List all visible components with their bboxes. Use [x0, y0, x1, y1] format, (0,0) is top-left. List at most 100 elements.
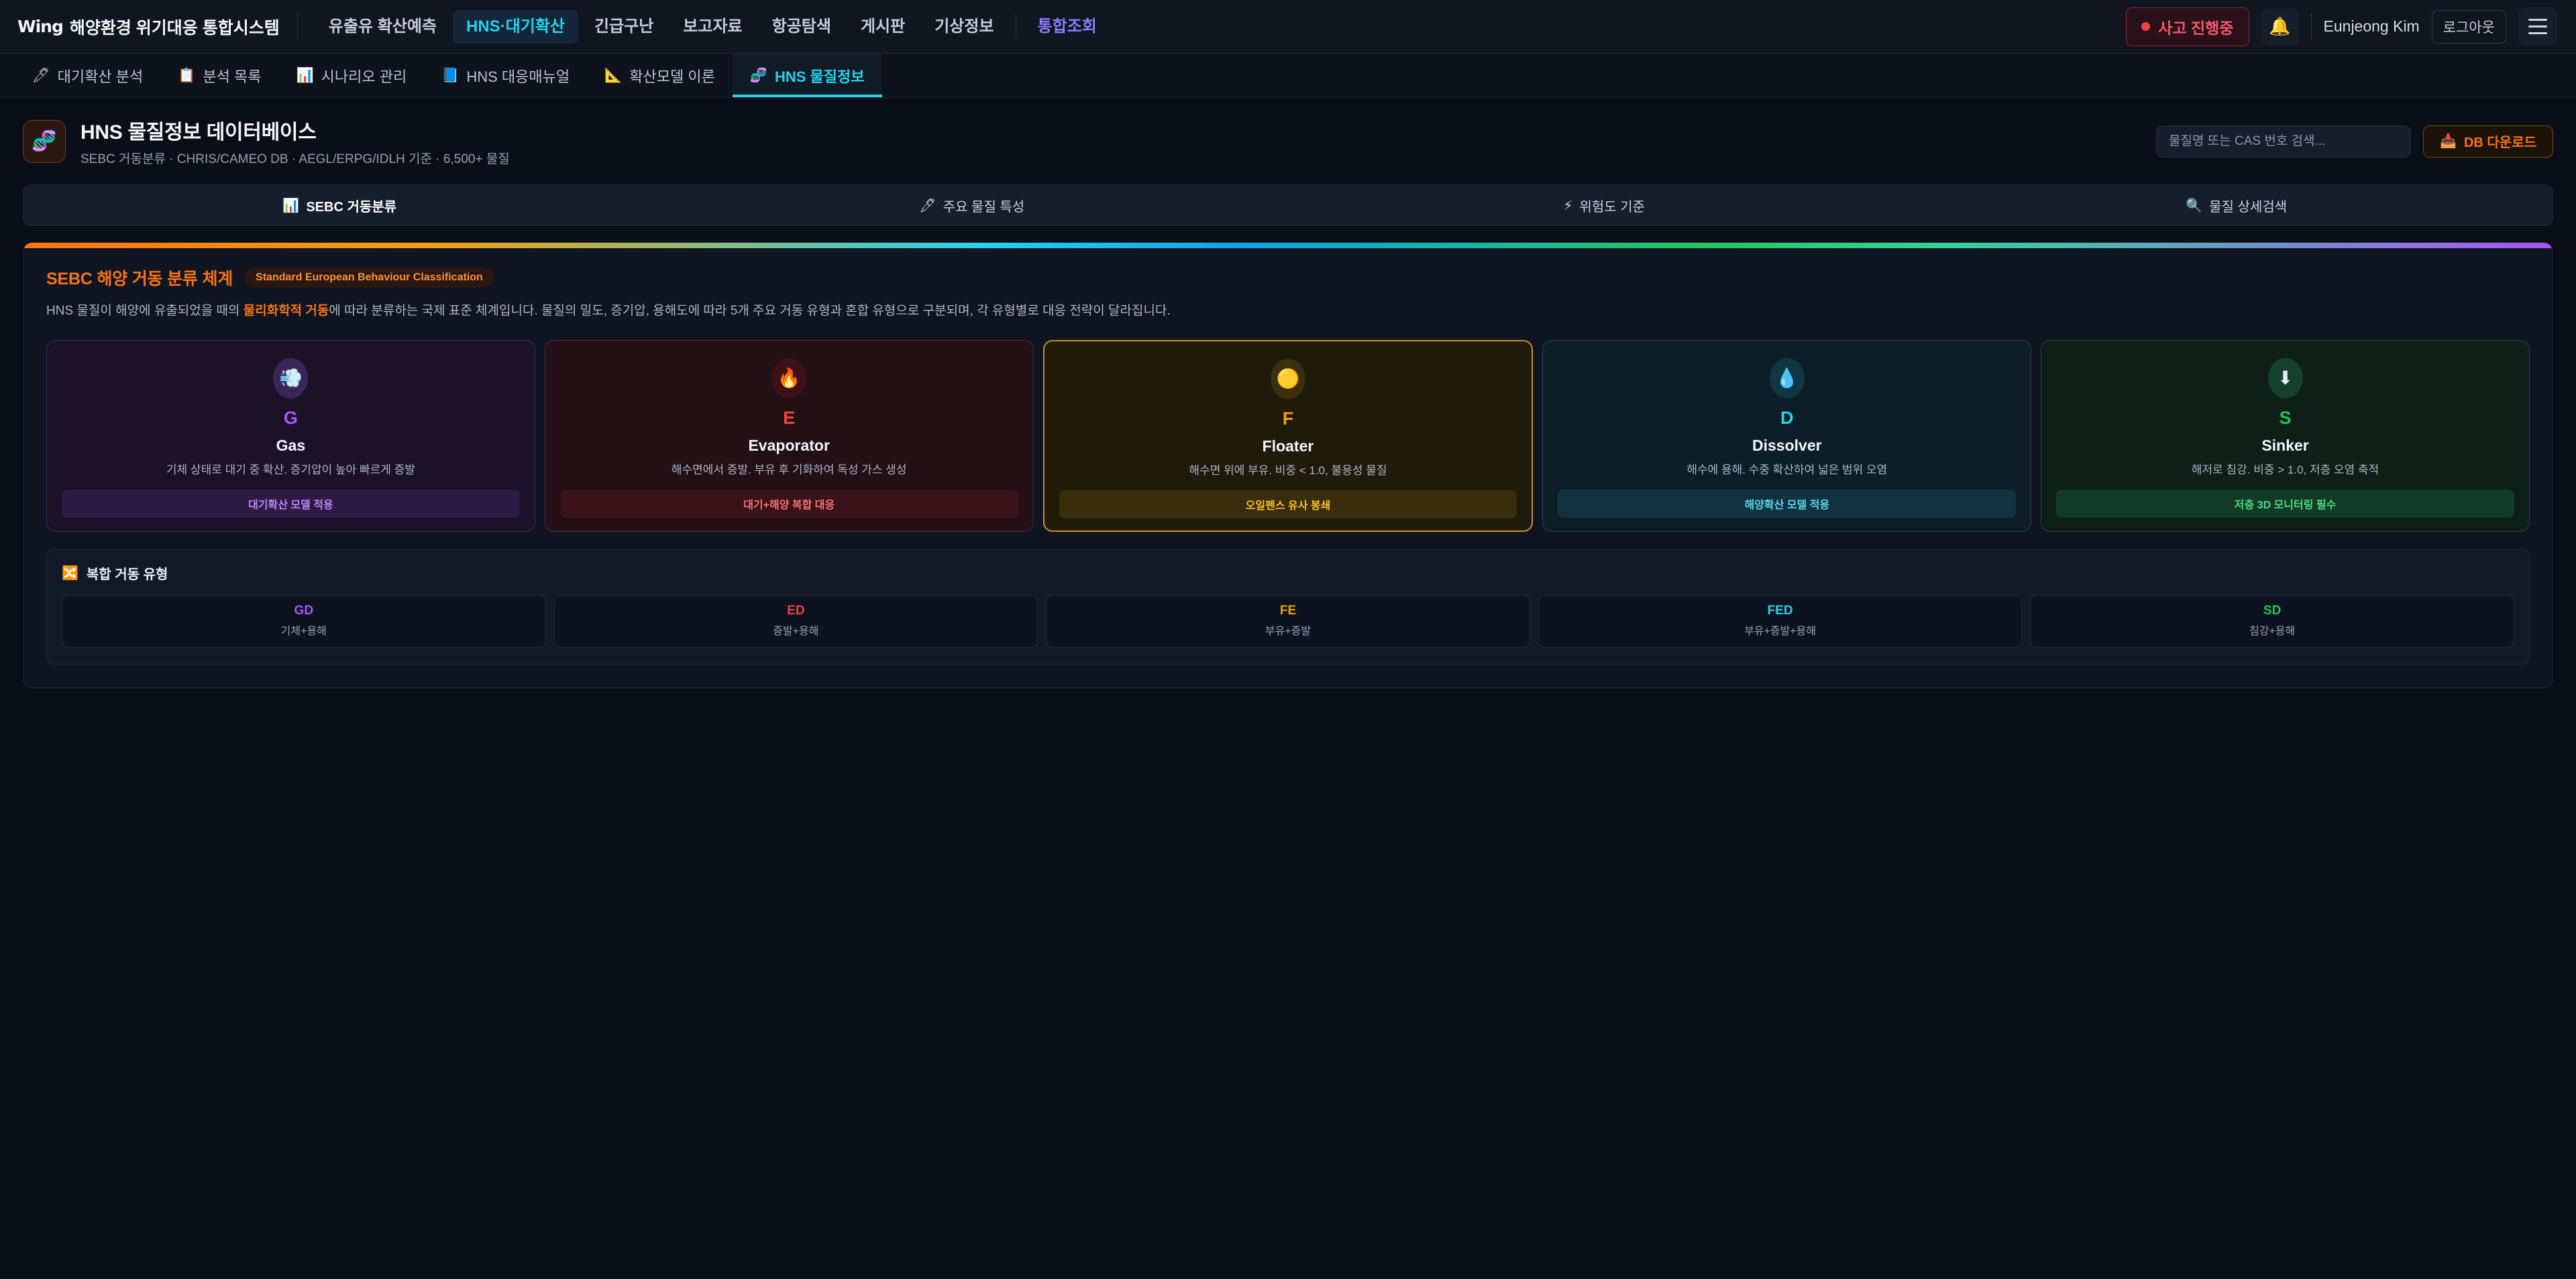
combined-label: 부유+증발 — [1265, 626, 1311, 638]
main-menu-item-oil-spill[interactable]: 유출유 확산예측 — [328, 17, 437, 36]
behavior-card-sinker[interactable]: ⬇ S Sinker 해저로 침강. 비중 > 1.0, 저층 오염 축적 저층… — [2041, 339, 2530, 533]
behavior-name: Sinker — [2261, 436, 2309, 454]
description-highlight: 물리화학적 거동 — [243, 304, 329, 318]
main-menu-item-board[interactable]: 게시판 — [860, 17, 906, 36]
sub-tab-analysis-list[interactable]: 📋 분석 목록 — [160, 54, 278, 97]
tab-sebc-classification[interactable]: 📊 SEBC 거동분류 — [23, 185, 656, 225]
shuffle-icon: 🔀 — [62, 566, 78, 581]
gradient-accent-bar — [23, 243, 2553, 248]
flame-icon: 🔥 — [771, 357, 807, 398]
incident-status-label: 사고 진행중 — [2158, 19, 2234, 37]
combined-behavior-section: 🔀 복합 거동 유형 GD 기체+용해 ED 증발+용해 FE 부유+증발 FE… — [46, 549, 2530, 665]
nav-divider — [297, 13, 298, 40]
combined-type-fed[interactable]: FED 부유+증발+용해 — [1538, 595, 2023, 649]
dna-icon: 🧬 — [749, 68, 767, 83]
combined-type-fe[interactable]: FE 부유+증발 — [1046, 595, 1530, 649]
triangle-ruler-icon: 📐 — [604, 68, 623, 83]
behavior-card-floater[interactable]: 🟡 F Floater 해수면 위에 부유. 비중 < 1.0, 불용성 물질 … — [1042, 339, 1534, 533]
bell-icon: 🔔 — [2269, 16, 2291, 36]
main-menu: 유출유 확산예측 HNS·대기확산 긴급구난 보고자료 항공탐색 게시판 기상정… — [315, 9, 1110, 44]
tab-hazard-criteria[interactable]: ⚡ 위험도 기준 — [1288, 185, 1921, 225]
book-icon: 📘 — [441, 68, 460, 83]
bar-chart-icon: 📊 — [282, 198, 300, 213]
page-header-actions: 📥 DB 다운로드 — [2156, 125, 2553, 158]
sub-tab-atmospheric-analysis[interactable]: 🖊 대기확산 분석 — [15, 54, 160, 97]
combined-type-ed[interactable]: ED 증발+용해 — [553, 595, 1038, 649]
combined-type-list: GD 기체+용해 ED 증발+용해 FE 부유+증발 FED 부유+증발+용해 … — [62, 595, 2514, 649]
combined-code: FE — [1279, 604, 1297, 618]
combined-code: SD — [2263, 604, 2282, 618]
behavior-type-cards: 💨 G Gas 기체 상태로 대기 중 확산. 증기압이 높아 빠르게 증발 대… — [46, 339, 2530, 533]
combined-label: 침강+용해 — [2249, 626, 2296, 638]
behavior-name: Evaporator — [748, 436, 830, 454]
brand-logo[interactable]: Wing 해양환경 위기대응 통합시스템 — [17, 15, 297, 39]
sub-tab-label: HNS 대응매뉴얼 — [466, 68, 570, 85]
sub-tab-bar: 🖊 대기확산 분석 📋 분석 목록 📊 시나리오 관리 📘 HNS 대응매뉴얼 … — [0, 54, 2576, 98]
tab-substance-detail-search[interactable]: 🔍 물질 상세검색 — [1921, 185, 2553, 225]
incident-status-badge[interactable]: 사고 진행중 — [2126, 7, 2249, 46]
db-download-button[interactable]: 📥 DB 다운로드 — [2423, 125, 2553, 158]
behavior-card-dissolver[interactable]: 💧 D Dissolver 해수에 용해. 수중 확산하여 넓은 범위 오염 해… — [1542, 339, 2032, 533]
combined-type-sd[interactable]: SD 침강+용해 — [2030, 595, 2514, 649]
sub-tab-label: 분석 목록 — [203, 68, 262, 85]
behavior-card-gas[interactable]: 💨 G Gas 기체 상태로 대기 중 확산. 증기압이 높아 빠르게 증발 대… — [46, 339, 535, 533]
top-navigation-bar: Wing 해양환경 위기대응 통합시스템 유출유 확산예측 HNS·대기확산 긴… — [0, 0, 2576, 54]
water-droplet-icon: 💧 — [1769, 357, 1805, 398]
hamburger-menu-icon[interactable] — [2518, 7, 2557, 46]
behavior-code: E — [783, 407, 796, 428]
sub-tab-label: 대기확산 분석 — [57, 68, 144, 85]
behavior-description: 기체 상태로 대기 중 확산. 증기압이 높아 빠르게 증발 — [166, 463, 415, 476]
gas-cloud-icon: 💨 — [273, 357, 309, 398]
main-menu-item-reports[interactable]: 보고자료 — [683, 17, 743, 36]
main-menu-item-integrated-query[interactable]: 통합조회 — [1037, 17, 1097, 36]
page-header: 🧬 HNS 물질정보 데이터베이스 SEBC 거동분류 · CHRIS/CAME… — [0, 98, 2576, 182]
combined-section-header: 🔀 복합 거동 유형 — [62, 563, 2514, 583]
section-header: SEBC 해양 거동 분류 체계 Standard European Behav… — [46, 266, 2530, 290]
top-divider — [2310, 13, 2312, 40]
main-menu-item-emergency[interactable]: 긴급구난 — [594, 17, 654, 36]
status-dot-icon — [2141, 22, 2151, 31]
sub-tab-scenario-management[interactable]: 📊 시나리오 관리 — [278, 54, 424, 97]
page-subtitle: SEBC 거동분류 · CHRIS/CAMEO DB · AEGL/ERPG/I… — [80, 152, 510, 166]
clipboard-icon: 📋 — [178, 68, 196, 83]
pen-icon: 🖊 — [919, 198, 936, 213]
logout-button[interactable]: 로그아웃 — [2431, 9, 2506, 44]
behavior-card-evaporator[interactable]: 🔥 E Evaporator 해수면에서 증발. 부유 후 기화하여 독성 가스… — [544, 339, 1034, 533]
behavior-strategy-tag: 해양확산 모델 적용 — [1558, 490, 2017, 518]
sub-tab-dispersion-theory[interactable]: 📐 확산모델 이론 — [587, 54, 733, 97]
main-menu-item-hns[interactable]: HNS·대기확산 — [452, 9, 578, 44]
tab-substance-properties[interactable]: 🖊 주요 물질 특성 — [656, 185, 1289, 225]
db-download-label: DB 다운로드 — [2463, 135, 2536, 150]
wing-logo-icon: Wing — [17, 17, 64, 36]
behavior-description: 해저로 침강. 비중 > 1.0, 저층 오염 축적 — [2191, 463, 2379, 476]
tab-label: SEBC 거동분류 — [306, 199, 397, 215]
sebc-classification-panel: SEBC 해양 거동 분류 체계 Standard European Behav… — [23, 242, 2553, 689]
combined-code: ED — [787, 604, 805, 618]
notification-bell-button[interactable]: 🔔 — [2261, 7, 2299, 46]
combined-type-gd[interactable]: GD 기체+용해 — [62, 595, 546, 649]
search-input[interactable] — [2156, 125, 2412, 158]
tab-label: 물질 상세검색 — [2209, 199, 2288, 215]
behavior-name: Floater — [1262, 437, 1314, 455]
behavior-strategy-tag: 저층 3D 모니터링 필수 — [2056, 490, 2514, 518]
section-description: HNS 물질이 해양에 유출되었을 때의 물리화학적 거동에 따라 분류하는 국… — [46, 302, 2530, 321]
combined-label: 부유+증발+용해 — [1744, 626, 1817, 638]
top-right-controls: 사고 진행중 🔔 Eunjeong Kim 로그아웃 — [2126, 7, 2557, 46]
sub-tab-label: 시나리오 관리 — [321, 68, 407, 85]
pen-icon: 🖊 — [32, 68, 50, 83]
sub-tab-hns-substance-info[interactable]: 🧬 HNS 물질정보 — [732, 54, 882, 97]
combined-code: GD — [294, 604, 314, 618]
behavior-strategy-tag: 대기확산 모델 적용 — [62, 490, 520, 518]
sub-tab-hns-manual[interactable]: 📘 HNS 대응매뉴얼 — [424, 54, 587, 97]
segmented-tab-bar: 📊 SEBC 거동분류 🖊 주요 물질 특성 ⚡ 위험도 기준 🔍 물질 상세검… — [23, 184, 2553, 226]
lightning-icon: ⚡ — [1563, 198, 1573, 213]
description-part-2: 에 따라 분류하는 국제 표준 체계입니다. 물질의 밀도, 증기압, 용해도에… — [329, 304, 1171, 318]
behavior-name: Dissolver — [1752, 436, 1822, 454]
user-name-label: Eunjeong Kim — [2323, 17, 2420, 35]
sub-tab-label: HNS 물질정보 — [774, 68, 865, 85]
main-menu-item-weather[interactable]: 기상정보 — [934, 17, 994, 36]
main-menu-item-aerial-search[interactable]: 항공탐색 — [771, 17, 831, 36]
description-part-1: HNS 물질이 해양에 유출되었을 때의 — [46, 304, 244, 318]
combined-code: FED — [1767, 604, 1793, 618]
behavior-description: 해수면에서 증발. 부유 후 기화하여 독성 가스 생성 — [671, 463, 907, 476]
